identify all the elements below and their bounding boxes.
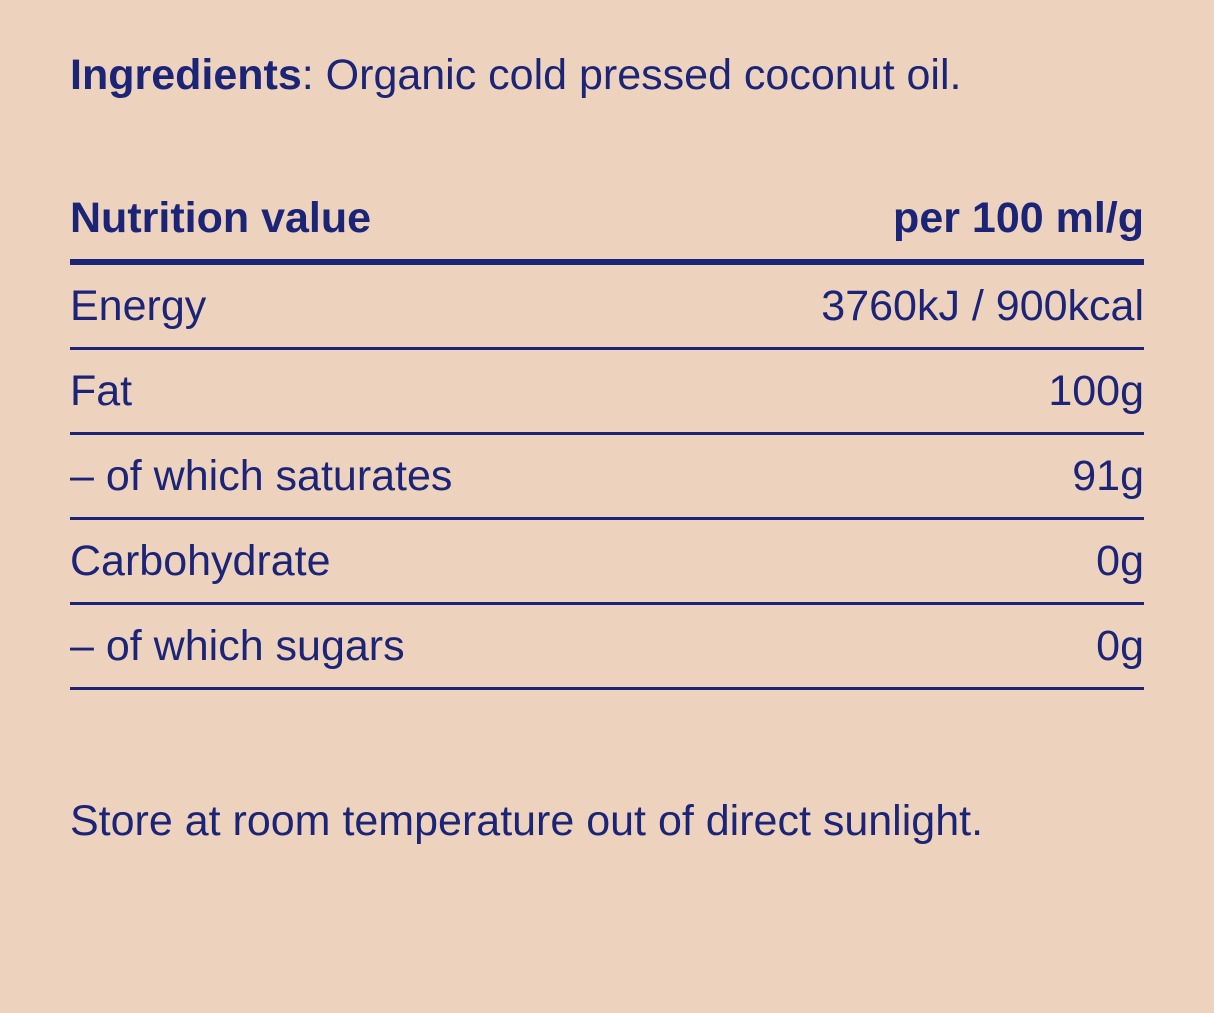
ingredients-separator: : bbox=[301, 51, 326, 99]
storage-note: Store at room temperature out of direct … bbox=[70, 797, 984, 845]
nutrition-table-header: Nutrition value per 100 ml/g bbox=[70, 194, 1144, 265]
nutrition-header-unit: per 100 ml/g bbox=[893, 194, 1144, 242]
table-row-energy: Energy 3760kJ / 900kcal bbox=[70, 265, 1144, 350]
nutrient-value: 91g bbox=[1072, 452, 1144, 500]
nutrition-table: Nutrition value per 100 ml/g Energy 3760… bbox=[70, 194, 1144, 690]
nutrient-name: – of which sugars bbox=[70, 622, 405, 670]
table-row-fat: Fat 100g bbox=[70, 350, 1144, 435]
nutrient-value: 0g bbox=[1096, 537, 1144, 585]
ingredients-paragraph: Ingredients: Organic cold pressed coconu… bbox=[70, 40, 1050, 110]
nutrient-value: 100g bbox=[1048, 367, 1144, 415]
nutrient-value: 3760kJ / 900kcal bbox=[821, 282, 1144, 330]
table-row-carbohydrate: Carbohydrate 0g bbox=[70, 520, 1144, 605]
table-row-saturates: – of which saturates 91g bbox=[70, 435, 1144, 520]
nutrient-name: Energy bbox=[70, 282, 207, 330]
nutrient-name: Carbohydrate bbox=[70, 537, 331, 585]
ingredients-text: Organic cold pressed coconut oil. bbox=[325, 51, 962, 99]
ingredients-label: Ingredients bbox=[70, 51, 302, 99]
nutrient-name: Fat bbox=[70, 367, 133, 415]
nutrient-value: 0g bbox=[1096, 622, 1144, 670]
nutrient-name: – of which saturates bbox=[70, 452, 453, 500]
nutrition-header-title: Nutrition value bbox=[70, 194, 372, 242]
table-row-sugars: – of which sugars 0g bbox=[70, 605, 1144, 690]
